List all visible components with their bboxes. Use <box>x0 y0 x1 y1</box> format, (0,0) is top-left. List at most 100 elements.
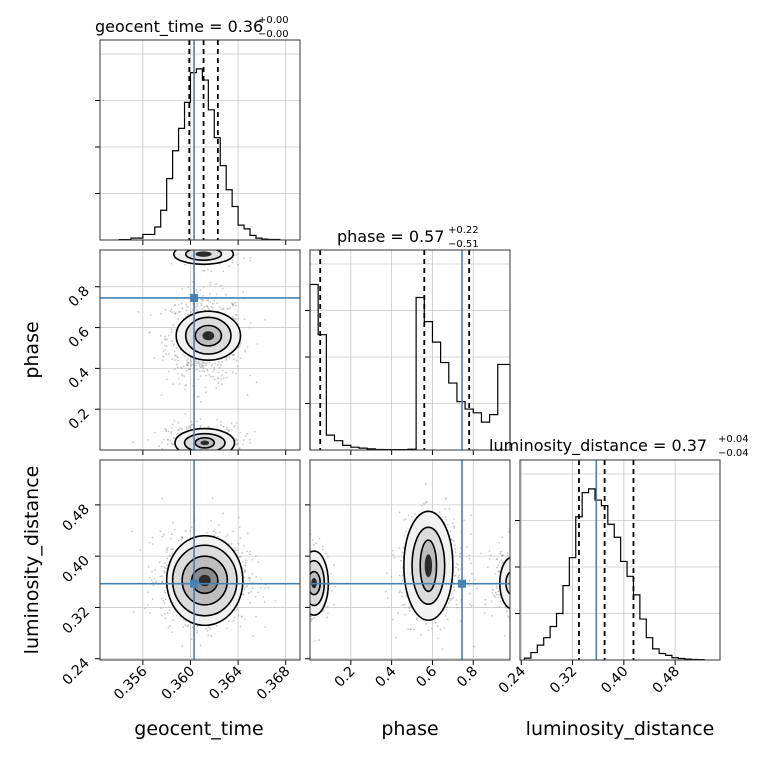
scatter-point <box>154 431 156 434</box>
scatter-point <box>443 626 446 629</box>
scatter-point <box>230 422 233 425</box>
scatter-point <box>513 580 515 582</box>
panel-geocent_time-vs-phase: 0.2 0.4 0.6 0.8 <box>66 249 301 469</box>
scatter-point <box>454 548 456 551</box>
scatter-point <box>163 533 165 536</box>
scatter-point <box>163 570 166 572</box>
scatter-point <box>210 454 212 456</box>
scatter-point <box>228 265 231 267</box>
scatter-point <box>236 608 238 611</box>
scatter-point <box>501 536 504 539</box>
scatter-point <box>149 612 152 614</box>
scatter-point <box>190 311 193 313</box>
scatter-point <box>188 452 190 454</box>
scatter-point <box>232 619 235 622</box>
scatter-point <box>185 363 188 366</box>
scatter-point <box>451 592 453 595</box>
scatter-point <box>201 300 204 303</box>
scatter-point <box>213 299 216 302</box>
scatter-point <box>484 598 487 601</box>
scatter-point <box>224 462 226 464</box>
title-luminosity_distance-minus: −0.04 <box>718 448 749 459</box>
scatter-point <box>499 600 502 603</box>
scatter-point <box>500 554 503 557</box>
scatter-point <box>386 597 389 599</box>
scatter-point <box>522 568 524 570</box>
scatter-point <box>186 305 189 308</box>
title-luminosity_distance-plus: +0.04 <box>718 434 749 445</box>
scatter-point <box>398 511 401 514</box>
scatter-point <box>241 551 244 554</box>
scatter-point <box>168 609 171 612</box>
scatter-point <box>199 375 202 377</box>
scatter-point <box>301 556 303 558</box>
scatter-point <box>470 514 472 516</box>
scatter-point <box>222 457 224 459</box>
scatter-point <box>496 566 498 569</box>
scatter-point <box>499 552 502 555</box>
scatter-point <box>400 591 403 594</box>
scatter-point <box>398 547 400 549</box>
scatter-point <box>305 568 307 570</box>
scatter-point <box>180 373 183 376</box>
scatter-point <box>295 590 297 592</box>
scatter-point <box>214 464 216 466</box>
scatter-point <box>491 588 494 591</box>
scatter-point <box>516 621 518 623</box>
scatter-point <box>152 584 155 587</box>
scatter-point <box>516 589 518 591</box>
scatter-point <box>200 362 203 365</box>
scatter-point <box>401 579 404 582</box>
scatter-point <box>414 513 416 515</box>
x-tick-label: 0.356 <box>111 663 151 703</box>
scatter-point <box>224 535 227 538</box>
scatter-point <box>430 627 433 630</box>
x-tick-label: 0.368 <box>254 664 294 704</box>
scatter-point <box>248 439 251 441</box>
scatter-point <box>263 600 266 603</box>
scatter-point <box>408 607 411 610</box>
y-tick-label: 0.8 <box>66 283 93 310</box>
scatter-point <box>182 365 185 368</box>
scatter-point <box>400 595 403 598</box>
diagonal-panel-luminosity_distance: 0.24 0.32 0.40 0.48 <box>496 459 721 697</box>
scatter-point <box>162 355 165 358</box>
scatter-point <box>172 619 175 622</box>
scatter-point <box>457 569 460 572</box>
scatter-point <box>252 634 255 637</box>
scatter-point <box>237 455 239 457</box>
scatter-point <box>177 377 180 380</box>
scatter-point <box>208 451 210 453</box>
scatter-point <box>204 362 207 365</box>
scatter-point <box>510 580 512 582</box>
scatter-point <box>187 465 189 467</box>
scatter-point <box>503 634 506 637</box>
panel-phase-vs-luminosity_distance: 0.2 0.4 0.6 0.8 <box>295 459 524 691</box>
scatter-point <box>511 594 513 596</box>
scatter-point <box>246 585 249 588</box>
scatter-point <box>312 543 315 546</box>
scatter-point <box>489 554 492 557</box>
scatter-point <box>219 285 222 287</box>
scatter-point <box>445 518 448 521</box>
scatter-point <box>425 622 427 625</box>
title-phase: phase = 0.57 <box>337 227 444 246</box>
scatter-point <box>239 431 241 434</box>
scatter-point <box>513 568 515 570</box>
scatter-point <box>170 308 173 311</box>
scatter-point <box>448 597 451 600</box>
scatter-point <box>235 372 237 375</box>
scatter-point <box>256 343 259 345</box>
scatter-point <box>149 314 152 316</box>
scatter-point <box>202 294 204 297</box>
scatter-point <box>176 366 179 369</box>
scatter-point <box>494 596 497 598</box>
scatter-point <box>207 467 209 469</box>
scatter-point <box>226 452 228 454</box>
scatter-point <box>146 604 149 606</box>
scatter-point <box>196 305 198 308</box>
scatter-point <box>196 625 199 628</box>
scatter-point <box>177 432 179 435</box>
scatter-point <box>184 624 187 627</box>
scatter-point <box>510 556 512 558</box>
